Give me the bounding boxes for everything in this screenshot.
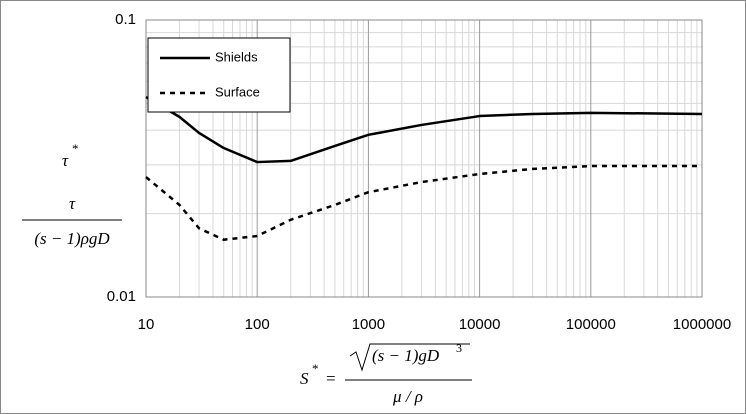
x-tick-label: 100000: [566, 316, 616, 333]
legend-box: [147, 37, 291, 113]
y-axis-label: τ * τ (s − 1)ρgD: [22, 141, 122, 248]
x-label-symbol: S: [300, 369, 309, 388]
x-label-exponent: 3: [456, 341, 462, 355]
y-label-numerator: τ: [69, 194, 76, 213]
x-label-denominator: μ / ρ: [392, 387, 423, 406]
y-label-symbol: τ: [62, 151, 69, 170]
legend-label: Surface: [215, 84, 260, 99]
x-label-radicand: (s − 1)gD: [372, 346, 440, 365]
radical-sign: [349, 343, 470, 372]
lines: [145, 95, 703, 241]
series-line: [145, 164, 702, 241]
x-label-equals: =: [326, 369, 336, 388]
y-label-denominator: (s − 1)ρgD: [34, 229, 110, 248]
x-tick-label: 10000: [459, 316, 501, 333]
legend-label: Shields: [215, 49, 258, 64]
x-label-superscript: *: [312, 361, 319, 376]
x-tick-label: 1000: [352, 316, 385, 333]
y-tick-label: 0.1: [115, 11, 136, 28]
y-label-superscript: *: [72, 141, 79, 156]
series-line: [145, 95, 703, 164]
x-tick-label: 100: [245, 316, 270, 333]
x-axis-label: S * = (s − 1)gD 3 μ / ρ: [300, 341, 472, 406]
plot-border: [145, 19, 703, 298]
y-tick-label: 0.01: [107, 288, 136, 305]
x-tick-label: 1000000: [673, 316, 731, 333]
x-tick-label: 10: [138, 316, 155, 333]
legend: Shields Surface: [147, 37, 291, 113]
